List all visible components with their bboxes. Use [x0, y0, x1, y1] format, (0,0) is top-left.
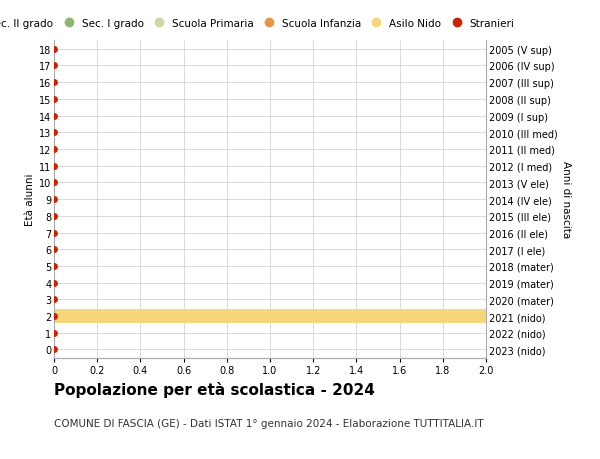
Point: [49, 46, 59, 53]
Y-axis label: Anni di nascita: Anni di nascita: [562, 161, 571, 238]
Point: [49, 62, 59, 70]
Point: [49, 330, 59, 337]
Point: [49, 179, 59, 187]
Point: [49, 146, 59, 153]
Point: [49, 263, 59, 270]
Point: [49, 196, 59, 203]
Legend: Sec. II grado, Sec. I grado, Scuola Primaria, Scuola Infanzia, Asilo Nido, Stran: Sec. II grado, Sec. I grado, Scuola Prim…: [0, 15, 518, 33]
Point: [49, 79, 59, 87]
Point: [49, 230, 59, 237]
Point: [49, 313, 59, 320]
Bar: [54, 309, 486, 324]
Text: COMUNE DI FASCIA (GE) - Dati ISTAT 1° gennaio 2024 - Elaborazione TUTTITALIA.IT: COMUNE DI FASCIA (GE) - Dati ISTAT 1° ge…: [54, 418, 484, 428]
Point: [49, 296, 59, 303]
Point: [49, 112, 59, 120]
Point: [49, 162, 59, 170]
Point: [49, 246, 59, 253]
Text: Popolazione per età scolastica - 2024: Popolazione per età scolastica - 2024: [54, 381, 375, 397]
Point: [49, 213, 59, 220]
Point: [49, 280, 59, 287]
Point: [49, 346, 59, 353]
Point: [49, 129, 59, 137]
Y-axis label: Età alunni: Età alunni: [25, 174, 35, 226]
Point: [49, 96, 59, 103]
